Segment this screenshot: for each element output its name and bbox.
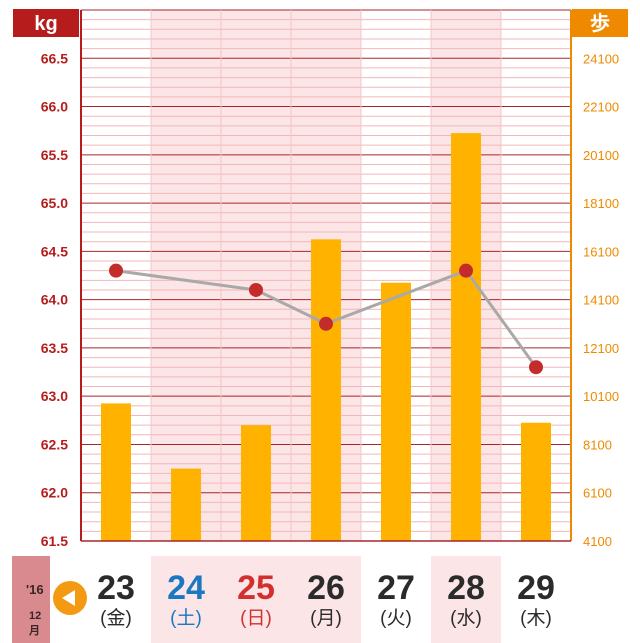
chart-axes <box>80 10 572 542</box>
left-tick-label: 66.5 <box>41 50 68 66</box>
left-tick-label: 62.0 <box>41 485 68 501</box>
day-column[interactable]: 25 (日) <box>221 556 291 643</box>
weight-point <box>319 316 333 331</box>
right-tick-label: 24100 <box>583 51 619 66</box>
day-column[interactable]: 23 (金) <box>81 556 151 643</box>
left-axis-unit-badge: kg <box>13 9 79 37</box>
left-tick-label: 61.5 <box>41 533 68 549</box>
right-tick-label: 12100 <box>583 341 619 356</box>
weight-steps-chart: 61.5 62.0 62.5 63.0 63.5 64.0 64.5 65.0 65.5 66.0… <box>13 9 628 549</box>
year-month-box: '16 12月 <box>12 556 50 643</box>
left-axis-ticks: 61.5 62.0 62.5 63.0 63.5 64.0 64.5 65.0 65.5 66.0… <box>41 50 68 549</box>
right-tick-label: 18100 <box>583 196 619 211</box>
day-number: 23 <box>97 569 135 607</box>
day-column[interactable]: 29 (木) <box>501 556 571 643</box>
right-axis-unit: 歩 <box>590 11 610 35</box>
steps-bar <box>241 425 271 541</box>
day-number: 26 <box>307 569 345 607</box>
left-axis-unit: kg <box>34 13 57 35</box>
day-weekday: (日) <box>240 608 272 629</box>
left-tick-label: 64.5 <box>41 243 68 259</box>
left-axis-unit-bg <box>13 9 79 37</box>
day-weekday: (月) <box>310 608 342 629</box>
left-tick-label: 63.0 <box>41 388 68 404</box>
weight-point <box>249 282 263 297</box>
left-tick-label: 63.5 <box>41 340 68 356</box>
steps-bars <box>101 133 551 541</box>
day-number: 29 <box>517 569 555 607</box>
steps-bar <box>451 133 481 541</box>
weight-point <box>109 263 123 278</box>
right-axis-unit-bg <box>572 9 628 37</box>
day-column[interactable]: 26 (月) <box>291 556 361 643</box>
day-weekday: (木) <box>520 608 552 629</box>
steps-bar <box>101 403 131 541</box>
right-axis-unit-badge: 歩 <box>572 9 628 37</box>
day-number: 27 <box>377 569 415 607</box>
day-column[interactable]: 24 (土) <box>151 556 221 643</box>
weight-points <box>109 263 543 375</box>
right-tick-label: 20100 <box>583 148 619 163</box>
right-axis-ticks: 4100 6100 8100 10100 12100 14100 16100 18100 201… <box>583 51 619 549</box>
right-tick-label: 22100 <box>583 100 619 115</box>
left-tick-label: 62.5 <box>41 436 68 452</box>
day-weekday: (金) <box>100 608 132 629</box>
right-tick-label: 4100 <box>583 534 612 549</box>
chevron-left-icon <box>62 590 75 606</box>
day-weekday: (土) <box>170 608 202 629</box>
steps-bar <box>311 239 341 541</box>
left-tick-label: 66.0 <box>41 99 68 115</box>
month-label: 12月 <box>29 610 42 637</box>
left-tick-label: 64.0 <box>41 292 68 308</box>
steps-bar <box>521 422 551 541</box>
day-column[interactable]: 28 (水) <box>431 556 501 643</box>
weight-point <box>529 360 543 375</box>
right-tick-label: 10100 <box>583 389 619 404</box>
date-navigation-bar: '16 12月 23 (金) 24 (土) 25 (日) 26 (月) 27 (火) 28 (水) 29… <box>0 556 640 643</box>
previous-week-button[interactable] <box>53 581 87 615</box>
year-label: '16 <box>26 582 44 597</box>
right-tick-label: 16100 <box>583 244 619 259</box>
day-number: 25 <box>237 569 275 607</box>
right-tick-label: 14100 <box>583 293 619 308</box>
day-column[interactable]: 27 (火) <box>361 556 431 643</box>
left-tick-label: 65.5 <box>41 147 68 163</box>
day-weekday: (水) <box>450 608 482 629</box>
steps-bar <box>381 282 411 541</box>
steps-bar <box>171 468 201 541</box>
day-number: 24 <box>167 569 205 607</box>
day-weekday: (火) <box>380 608 412 629</box>
weight-point <box>459 263 473 278</box>
weekend-shading <box>151 10 501 541</box>
left-tick-label: 65.0 <box>41 195 68 211</box>
day-shade <box>151 10 221 541</box>
right-tick-label: 8100 <box>583 437 612 452</box>
right-tick-label: 6100 <box>583 486 612 501</box>
day-number: 28 <box>447 569 485 607</box>
